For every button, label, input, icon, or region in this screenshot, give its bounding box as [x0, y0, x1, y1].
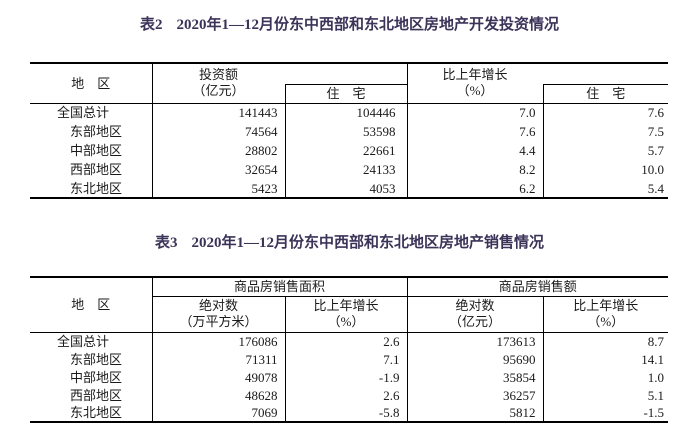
table-row: 全国总计 141443 104446 7.0 7.6 [30, 102, 668, 122]
investment-value: 141443 [152, 102, 286, 122]
table-row: 全国总计 176086 2.6 173613 8.7 [30, 331, 669, 350]
growth-value: 4.4 [407, 141, 544, 160]
table3-header-area-abs: 绝对数 （万平方米） [152, 296, 285, 332]
table2-header-investment-label: 投资额 [198, 67, 238, 83]
region-cell: 东部地区 [30, 350, 153, 368]
investment-value: 5423 [152, 179, 286, 198]
residential-growth-value: 7.6 [543, 102, 668, 122]
table2-header-investment: 投资额 （亿元） [152, 63, 285, 103]
table-row: 东北地区 5423 4053 6.2 5.4 [30, 179, 668, 198]
table2-header-growth-unit: （%） [456, 83, 494, 99]
growth-value: 7.0 [407, 102, 544, 122]
table3-header-amount-growth: 比上年增长 （%） [542, 296, 669, 332]
sales-area-value: 71311 [152, 350, 286, 368]
sales-amount-growth-value: 14.1 [641, 351, 665, 367]
table2-header-growth-label: 比上年增长 [442, 67, 508, 83]
table2-header-residential-investment: 住 宅 [284, 84, 407, 103]
residential-growth-value: 5.7 [647, 143, 664, 158]
sales-area-growth-value: 2.6 [285, 386, 408, 404]
sales-amount-value: 35854 [407, 368, 544, 386]
table2-header-growth: 比上年增长 （%） [406, 63, 543, 103]
sales-area-growth-value: 2.6 [285, 331, 408, 350]
residential-investment-value: 53598 [285, 122, 408, 141]
sales-amount-growth-value: -1.5 [643, 405, 665, 420]
table3-header-area-growth-unit: （%） [327, 314, 365, 329]
table-row: 西部地区 48628 2.6 36257 5.1 [30, 386, 668, 404]
region-cell: 西部地区 [30, 160, 153, 179]
table3-header-area-growth: 比上年增长 （%） [284, 296, 408, 332]
table2-title-text: 2020年1—12月份东中西部和东北地区房地产开发投资情况 [176, 17, 560, 33]
table2-title-label: 表2 [139, 17, 163, 33]
table3-header-region: 地 区 [30, 277, 153, 332]
table3-header-amount-abs: 绝对数 （亿元） [406, 296, 544, 332]
table-row: 西部地区 32654 24133 8.2 10.0 [30, 160, 668, 179]
sales-amount-value: 36257 [407, 386, 544, 404]
table2-header-spacer-growth [543, 63, 668, 85]
sales-area-growth-value: -1.9 [285, 368, 408, 386]
table3-body: 全国总计 176086 2.6 173613 8.7 东部地区 71311 7.… [30, 331, 669, 422]
table2-title: 表2 2020年1—12月份东中西部和东北地区房地产开发投资情况 [0, 14, 699, 36]
residential-investment-value: 24133 [285, 160, 408, 179]
table3-header-sales-area-group: 商品房销售面积 [152, 277, 408, 297]
sales-amount-growth-value: 5.1 [647, 387, 665, 403]
sales-area-value: 176086 [152, 331, 286, 350]
sales-amount-growth-value: 1.0 [647, 369, 665, 385]
table3-header-area-growth-label: 比上年增长 [313, 298, 379, 313]
region-cell: 全国总计 [30, 331, 153, 350]
table2-header-region: 地 区 [30, 63, 153, 103]
table2-header-residential-growth: 住 宅 [542, 84, 668, 103]
sales-area-growth-value: 7.1 [285, 350, 408, 368]
sales-amount-value: 173613 [407, 331, 544, 350]
region-cell: 西部地区 [30, 386, 153, 404]
sales-area-value: 48628 [152, 386, 286, 404]
table3-header-area-abs-label: 绝对数 [198, 298, 238, 313]
table-row: 中部地区 49078 -1.9 35854 1.0 [30, 368, 668, 386]
investment-value: 32654 [152, 160, 286, 179]
growth-value: 7.6 [407, 122, 544, 141]
table3: 地 区 商品房销售面积 商品房销售额 绝对数 （万平方米） 比上年增长 （%） … [30, 276, 669, 423]
table2-header: 地 区 投资额 （亿元） 比上年增长 （%） 住 宅 住 宅 [30, 63, 668, 103]
region-cell: 中部地区 [30, 141, 153, 160]
region-cell: 全国总计 [30, 102, 153, 122]
region-cell: 东北地区 [30, 179, 153, 198]
residential-growth-value: 10.0 [641, 162, 664, 177]
residential-growth-value: 7.5 [647, 124, 664, 139]
region-cell: 东部地区 [30, 122, 153, 141]
sales-amount-value: 95690 [407, 350, 544, 368]
table3-header-amount-growth-unit: （%） [587, 314, 625, 329]
table3-header: 地 区 商品房销售面积 商品房销售额 绝对数 （万平方米） 比上年增长 （%） … [30, 277, 669, 332]
residential-investment-value: 104446 [285, 102, 408, 122]
table3-title-label: 表3 [154, 235, 178, 251]
table2-header-investment-unit: （亿元） [192, 83, 245, 99]
table-row: 中部地区 28802 22661 4.4 5.7 [30, 141, 668, 160]
sales-amount-value: 5812 [407, 404, 544, 422]
region-cell: 中部地区 [30, 368, 153, 386]
growth-value: 8.2 [407, 160, 544, 179]
table2: 地 区 投资额 （亿元） 比上年增长 （%） 住 宅 住 宅 全国总计 [30, 62, 668, 199]
table3-header-area-abs-unit: （万平方米） [179, 314, 258, 329]
table3-title: 表3 2020年1—12月份东中西部和东北地区房地产销售情况 [0, 232, 699, 254]
table2-header-spacer-investment [285, 63, 407, 85]
table3-header-sales-amount-group: 商品房销售额 [406, 277, 669, 297]
residential-investment-value: 22661 [285, 141, 408, 160]
residential-investment-value: 4053 [285, 179, 408, 198]
table-row: 东部地区 71311 7.1 95690 14.1 [30, 350, 668, 368]
table3-header-amount-abs-unit: （亿元） [449, 314, 502, 329]
table3-title-text: 2020年1—12月份东中西部和东北地区房地产销售情况 [191, 235, 545, 251]
investment-value: 28802 [152, 141, 286, 160]
table-row: 东部地区 74564 53598 7.6 7.5 [30, 122, 668, 141]
sales-area-growth-value: -5.8 [285, 404, 408, 422]
sales-area-value: 7069 [152, 404, 286, 422]
table-row: 东北地区 7069 -5.8 5812 -1.5 [30, 404, 668, 422]
table3-header-amount-growth-label: 比上年增长 [573, 298, 639, 313]
region-cell: 东北地区 [30, 404, 153, 422]
table3-header-amount-abs-label: 绝对数 [455, 298, 495, 313]
sales-amount-growth-value: 8.7 [543, 331, 669, 350]
table2-body: 全国总计 141443 104446 7.0 7.6 东部地区 74564 53… [30, 102, 668, 198]
sales-area-value: 49078 [152, 368, 286, 386]
residential-growth-value: 5.4 [647, 180, 664, 196]
investment-value: 74564 [152, 122, 286, 141]
growth-value: 6.2 [407, 179, 544, 198]
